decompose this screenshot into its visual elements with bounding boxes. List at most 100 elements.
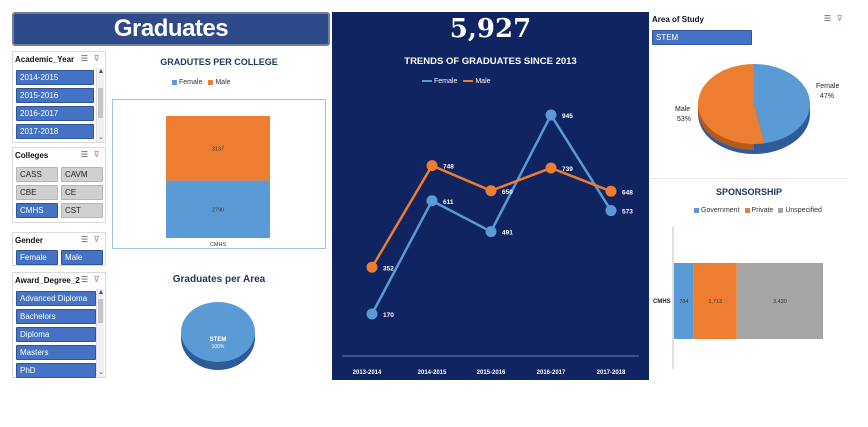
per-college-chart: 2790 3137 CMHS <box>112 99 326 249</box>
bar-private <box>693 263 737 339</box>
point-female <box>366 308 378 320</box>
data-label-female: 491 <box>502 230 513 237</box>
multi-select-icon[interactable]: ☰ <box>80 275 89 284</box>
slicer-item-advanced-diploma[interactable]: Advanced Diploma <box>16 291 96 306</box>
per-area-chart: STEM 100% <box>181 302 255 370</box>
clear-filter-icon[interactable]: ⊽ <box>93 275 100 284</box>
data-label-male: 650 <box>502 189 513 196</box>
slicer-item-cass[interactable]: CASS <box>16 167 58 182</box>
slicer-item-2016-2017[interactable]: 2016-2017 <box>16 106 94 121</box>
slicer-scrollbar[interactable]: ▲ ⌄ <box>96 68 104 142</box>
slicer-item-cbe[interactable]: CBE <box>16 185 58 200</box>
male-slice-label: Male <box>675 106 690 113</box>
data-label-male: 748 <box>443 164 454 171</box>
clear-filter-icon[interactable]: ⊽ <box>93 150 100 159</box>
legend-male: Male <box>215 79 231 86</box>
point-male <box>485 185 497 197</box>
x-tick-label: 2016-2017 <box>537 370 566 376</box>
trends-chart: 170 611 491 945 573 352 748 650 739 648 2013-2014… <box>342 109 639 376</box>
per-college-title: GRADUTES PER COLLEGE <box>160 57 278 67</box>
multi-select-icon[interactable]: ☰ <box>80 150 89 159</box>
female-slice <box>754 64 810 144</box>
slicer-item-phd[interactable]: PhD <box>16 363 96 378</box>
slicer-item-2017-2018[interactable]: 2017-2018 <box>16 124 94 139</box>
male-slice-percent: 53% <box>677 116 691 123</box>
gender-slicer: Gender ☰ ⊽ Female Male <box>12 232 106 266</box>
scroll-down-icon[interactable]: ⌄ <box>98 369 104 376</box>
scroll-up-icon[interactable]: ▲ <box>97 289 105 296</box>
slicer-title: Colleges <box>15 150 49 160</box>
point-male <box>545 162 557 174</box>
per-college-panel: GRADUTES PER COLLEGE Female Male 2790 313… <box>108 51 330 261</box>
slicer-title: Area of Study <box>652 14 705 24</box>
data-label-female: 611 <box>443 199 454 206</box>
x-tick-label: 2015-2016 <box>477 370 506 376</box>
bar-government <box>674 263 694 339</box>
bar-unspecified <box>736 263 823 339</box>
slicer-item-ce[interactable]: CE <box>61 185 103 200</box>
slicer-item-2015-2016[interactable]: 2015-2016 <box>16 88 94 103</box>
bar-value-male: 3137 <box>212 146 224 152</box>
data-label-male: 352 <box>383 265 394 272</box>
multi-select-icon[interactable]: ☰ <box>823 14 832 23</box>
point-female <box>545 109 557 121</box>
slicer-item-male[interactable]: Male <box>61 250 103 265</box>
bar-value-female: 2790 <box>212 207 224 213</box>
trends-title: TRENDS OF GRADUATES SINCE 2013 <box>404 56 577 67</box>
data-label-female: 945 <box>562 113 573 120</box>
point-male <box>366 261 378 273</box>
line-female <box>370 112 613 315</box>
point-female <box>485 226 497 238</box>
x-tick-label: 2017-2018 <box>597 370 626 376</box>
clear-filter-icon[interactable]: ⊽ <box>836 14 843 23</box>
data-label-male: 648 <box>622 189 633 196</box>
slicer-item-masters[interactable]: Masters <box>16 345 96 360</box>
slicer-item-bachelors[interactable]: Bachelors <box>16 309 96 324</box>
slicer-scrollbar[interactable]: ▲ ⌄ <box>96 289 104 377</box>
trends-legend: Female Male <box>422 78 491 85</box>
point-male <box>426 160 438 172</box>
per-college-legend: Female Male <box>172 79 231 86</box>
per-area-title: Graduates per Area <box>172 274 266 285</box>
slicer-item-stem[interactable]: STEM <box>652 30 752 45</box>
line-male <box>370 164 612 268</box>
bar-female <box>166 180 270 238</box>
bar-value-unspecified: 3,430 <box>773 299 787 305</box>
per-area-panel: Graduates per Area STEM 100% <box>108 264 330 380</box>
slicer-item-cavm[interactable]: CAVM <box>61 167 103 182</box>
slicer-item-diploma[interactable]: Diploma <box>16 327 96 342</box>
slicer-item-female[interactable]: Female <box>16 250 58 265</box>
legend-government: Government <box>701 207 740 214</box>
sponsorship-legend: Government Private Unspecified <box>694 207 822 214</box>
total-graduates: 5,927 <box>449 14 532 44</box>
sponsorship-title: SPONSORSHIP <box>715 187 782 197</box>
colleges-slicer: Colleges ☰ ⊽ CASS CAVM CBE CE CMHS CST <box>12 147 106 223</box>
point-male <box>605 185 617 197</box>
area-slice-percent: 100% <box>212 344 225 350</box>
slicer-title: Gender <box>15 235 44 245</box>
sponsorship-panel: SPONSORSHIP Government Private Unspecifi… <box>650 178 848 378</box>
clear-filter-icon[interactable]: ⊽ <box>93 235 100 244</box>
slicer-item-2014-2015[interactable]: 2014-2015 <box>16 70 94 85</box>
female-slice-percent: 47% <box>820 93 834 100</box>
multi-select-icon[interactable]: ☰ <box>80 235 89 244</box>
point-female <box>605 205 617 217</box>
bar-value-government: 784 <box>679 299 688 305</box>
clear-filter-icon[interactable]: ⊽ <box>93 54 100 63</box>
gender-pie-chart: Female 47% Male 53% <box>675 64 839 154</box>
legend-private: Private <box>751 207 774 214</box>
multi-select-icon[interactable]: ☰ <box>80 54 89 63</box>
slicer-item-cst[interactable]: CST <box>61 203 103 218</box>
academic-year-slicer: Academic_Year ☰ ⊽ 2014-2015 2015-2016 20… <box>12 51 106 143</box>
male-slice <box>698 64 765 144</box>
bar-value-private: 1,713 <box>708 299 722 305</box>
data-label-male: 739 <box>562 166 573 173</box>
scroll-up-icon[interactable]: ▲ <box>97 68 105 75</box>
legend-female: Female <box>434 78 458 85</box>
slicer-title: Academic_Year <box>15 54 75 64</box>
slicer-item-cmhs[interactable]: CMHS <box>16 203 58 218</box>
dashboard-title: Graduates <box>12 12 330 46</box>
category-label: CMHS <box>210 242 227 248</box>
scroll-down-icon[interactable]: ⌄ <box>98 134 104 141</box>
legend-female: Female <box>179 79 203 86</box>
